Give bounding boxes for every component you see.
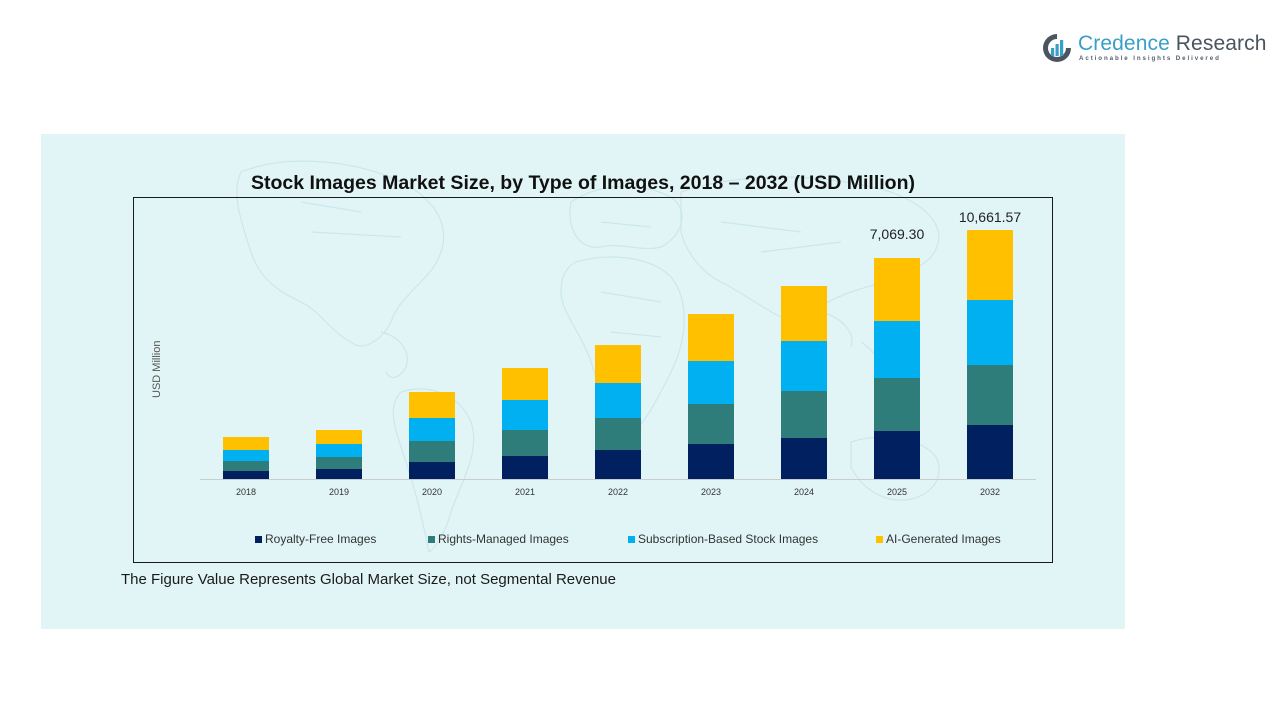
- bar-segment-rights-managed-images-2023: [688, 404, 734, 444]
- x-axis-line: [200, 479, 1036, 480]
- chart-plot-area: [133, 197, 1053, 563]
- bar-segment-rights-managed-images-2019: [316, 457, 362, 469]
- bar-segment-rights-managed-images-2032: [967, 365, 1013, 425]
- bar-2024: [781, 286, 827, 479]
- bar-2022: [595, 345, 641, 479]
- chart-title: Stock Images Market Size, by Type of Ima…: [251, 172, 915, 194]
- bar-2023: [688, 314, 734, 479]
- bar-segment-ai-generated-images-2021: [502, 368, 548, 400]
- legend-item-ai-generated: AI-Generated Images: [876, 532, 1001, 546]
- bar-segment-royalty-free-images-2023: [688, 444, 734, 479]
- bar-segment-ai-generated-images-2025: [874, 258, 920, 321]
- bar-2020: [409, 392, 455, 479]
- bar-segment-ai-generated-images-2023: [688, 314, 734, 361]
- bar-2032: [967, 230, 1013, 479]
- bar-segment-ai-generated-images-2020: [409, 392, 455, 418]
- bar-segment-rights-managed-images-2024: [781, 391, 827, 438]
- bar-segment-ai-generated-images-2018: [223, 437, 269, 450]
- bar-segment-subscription-based-stock-images-2032: [967, 300, 1013, 365]
- bar-segment-subscription-based-stock-images-2021: [502, 400, 548, 430]
- x-tick-2032: 2032: [979, 487, 1001, 497]
- legend-item-royalty-free: Royalty-Free Images: [255, 532, 376, 546]
- bar-segment-royalty-free-images-2025: [874, 431, 920, 479]
- bar-segment-royalty-free-images-2024: [781, 438, 827, 479]
- x-tick-2022: 2022: [607, 487, 629, 497]
- y-axis-label: USD Million: [151, 340, 163, 398]
- credence-research-logo: Credence Research Actionable Insights De…: [1040, 31, 1266, 67]
- bar-2025: [874, 258, 920, 479]
- legend-item-subscription: Subscription-Based Stock Images: [628, 532, 818, 546]
- bar-segment-ai-generated-images-2022: [595, 345, 641, 383]
- bar-segment-subscription-based-stock-images-2022: [595, 383, 641, 418]
- logo-chart-icon: [1043, 34, 1071, 62]
- x-tick-2019: 2019: [328, 487, 350, 497]
- bar-segment-rights-managed-images-2018: [223, 461, 269, 471]
- legend-swatch-yellow: [876, 535, 883, 543]
- legend-swatch-navy: [255, 535, 262, 543]
- footnote: The Figure Value Represents Global Marke…: [121, 571, 616, 588]
- bar-segment-ai-generated-images-2024: [781, 286, 827, 341]
- bar-segment-subscription-based-stock-images-2023: [688, 361, 734, 404]
- x-tick-2020: 2020: [421, 487, 443, 497]
- bar-segment-royalty-free-images-2018: [223, 471, 269, 479]
- bar-segment-royalty-free-images-2022: [595, 450, 641, 479]
- x-tick-2021: 2021: [514, 487, 536, 497]
- logo-tagline: Actionable Insights Delivered: [1079, 55, 1221, 62]
- bar-segment-subscription-based-stock-images-2019: [316, 444, 362, 457]
- bar-segment-royalty-free-images-2032: [967, 425, 1013, 479]
- bar-2018: [223, 437, 269, 479]
- x-tick-2024: 2024: [793, 487, 815, 497]
- x-tick-2025: 2025: [886, 487, 908, 497]
- value-label-2032: 10,661.57: [958, 209, 1022, 225]
- chart-legend: Royalty-Free Images Rights-Managed Image…: [41, 532, 1125, 548]
- bar-segment-rights-managed-images-2022: [595, 418, 641, 450]
- bar-segment-royalty-free-images-2019: [316, 469, 362, 479]
- bar-segment-rights-managed-images-2021: [502, 430, 548, 456]
- bar-segment-subscription-based-stock-images-2025: [874, 321, 920, 378]
- bar-segment-ai-generated-images-2032: [967, 230, 1013, 300]
- bar-segment-rights-managed-images-2020: [409, 441, 455, 462]
- bar-segment-rights-managed-images-2025: [874, 378, 920, 431]
- logo-brand-name: Credence Research: [1078, 32, 1267, 55]
- bar-2019: [316, 430, 362, 479]
- legend-item-rights-managed: Rights-Managed Images: [428, 532, 569, 546]
- x-tick-2018: 2018: [235, 487, 257, 497]
- legend-swatch-cyan: [628, 535, 635, 543]
- bar-segment-ai-generated-images-2019: [316, 430, 362, 444]
- bar-segment-royalty-free-images-2021: [502, 456, 548, 479]
- bar-segment-subscription-based-stock-images-2018: [223, 450, 269, 461]
- x-tick-2023: 2023: [700, 487, 722, 497]
- legend-swatch-teal: [428, 535, 435, 543]
- value-label-2025: 7,069.30: [869, 226, 925, 242]
- chart-panel: Stock Images Market Size, by Type of Ima…: [41, 134, 1125, 629]
- bar-segment-subscription-based-stock-images-2020: [409, 418, 455, 441]
- bar-segment-royalty-free-images-2020: [409, 462, 455, 479]
- bar-2021: [502, 368, 548, 479]
- bar-segment-subscription-based-stock-images-2024: [781, 341, 827, 391]
